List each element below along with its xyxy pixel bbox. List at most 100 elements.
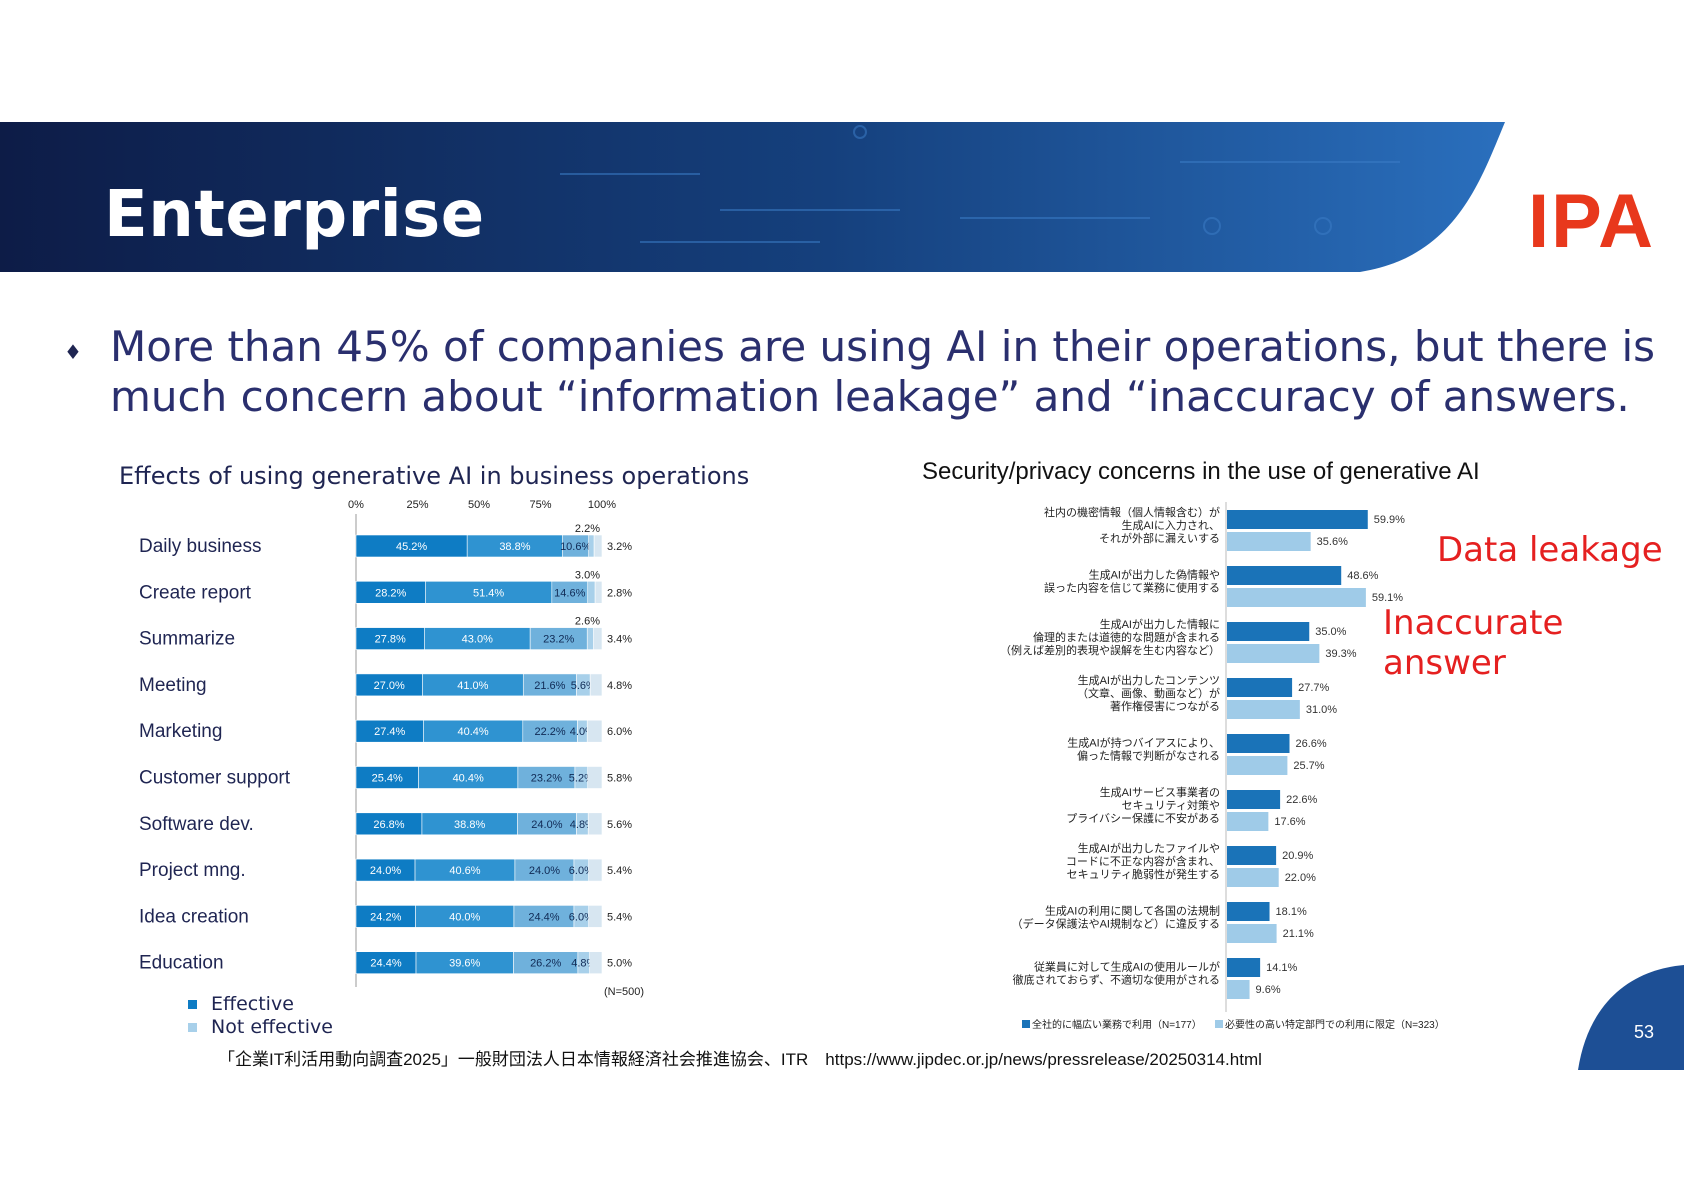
category-label-line: 生成AIサービス事業者の (1100, 785, 1220, 799)
bar (1227, 902, 1270, 921)
page-number: 53 (1634, 1022, 1655, 1042)
bar-value-label: 17.6% (1274, 816, 1305, 828)
bar-value-label: 35.0% (1315, 626, 1346, 638)
segment-value-label: 41.0% (457, 680, 488, 692)
bar-value-label: 14.1% (1266, 962, 1297, 974)
segment-value-label: 27.4% (374, 726, 405, 738)
category-label-line: 生成AIの利用に関して各国の法規制 (1045, 904, 1220, 918)
category-label-line: 生成AIが出力した情報に (1100, 617, 1220, 631)
bar (1227, 846, 1277, 865)
bar (1227, 510, 1368, 529)
bar-segment (586, 627, 594, 650)
category-label-line: 生成AIに入力され、 (1121, 518, 1220, 532)
bar (1227, 958, 1261, 977)
bar-segment (588, 905, 603, 928)
source-citation: 「企業IT利活用動向調査2025」一般財団法人日本情報経済社会推進協会、ITR … (218, 1050, 1262, 1069)
header-banner (0, 122, 1505, 272)
segment-value-label: 39.6% (449, 958, 480, 970)
bar-value-label: 22.6% (1286, 794, 1317, 806)
segment-value-label: 40.4% (457, 726, 488, 738)
segment-value-label: 24.0% (370, 865, 401, 877)
bar-segment (593, 534, 603, 558)
legend-not-effective: Not effective (211, 1016, 333, 1038)
left-chart-title: Effects of using generative AI in busine… (119, 462, 750, 490)
bar-segment (587, 812, 603, 836)
segment-value-label: 40.4% (453, 773, 484, 785)
category-label: Project mng. (139, 860, 246, 881)
category-label: Meeting (139, 675, 207, 696)
bar-value-label: 59.1% (1372, 592, 1403, 604)
category-label-line: 従業員に対して生成AIの使用ルールが (1034, 960, 1220, 974)
segment-value-label: 5.0% (607, 958, 632, 970)
category-label: Software dev. (139, 814, 254, 835)
legend-swatch (1022, 1020, 1030, 1028)
x-tick-label: 50% (468, 499, 490, 511)
category-label-line: 徹底されておらず、不適切な使用がされる (1013, 973, 1220, 987)
segment-value-label: 6.0% (607, 726, 632, 738)
segment-value-label: 10.6% (560, 541, 591, 553)
legend-swatch-not-effective (188, 1023, 197, 1032)
bar-value-label: 22.0% (1285, 872, 1316, 884)
bar (1227, 868, 1279, 887)
bar-segment (587, 581, 596, 604)
x-tick-label: 25% (406, 499, 428, 511)
bar-segment (593, 627, 603, 650)
category-label-line: 社内の機密情報（個人情報含む）が (1044, 505, 1220, 519)
segment-value-label: 3.2% (607, 541, 632, 553)
category-label: Idea creation (139, 906, 249, 927)
bar (1227, 532, 1311, 551)
category-label-line: 著作権侵害につながる (1110, 699, 1220, 713)
category-label-line: 生成AIが出力したコンテンツ (1078, 673, 1220, 687)
category-label: Create report (139, 582, 252, 603)
category-label: Customer support (139, 768, 291, 789)
category-label: Summarize (139, 629, 235, 650)
left-stacked-bar-chart: 0% 25% 50% 75% 100% Daily business 45.2% 38.8% 1… (139, 499, 644, 998)
category-label-line: （文章、画像、動画など）が (1077, 686, 1220, 700)
bar-value-label: 48.6% (1347, 570, 1378, 582)
segment-value-label: 3.4% (607, 634, 632, 646)
bar-segment (589, 673, 603, 697)
bar (1227, 588, 1366, 607)
legend-swatch-effective (188, 1000, 197, 1009)
segment-value-label: 14.6% (554, 587, 585, 599)
category-label: Education (139, 953, 224, 974)
category-label-line: 生成AIが出力した偽情報や (1089, 568, 1220, 582)
segment-value-label: 51.4% (473, 587, 504, 599)
segment-value-label: 40.6% (449, 865, 480, 877)
page-title: Enterprise (104, 178, 485, 252)
segment-value-label: 23.2% (531, 773, 562, 785)
bar (1227, 678, 1293, 697)
bar-value-label: 59.9% (1374, 514, 1405, 526)
bullet-diamond-icon: ♦ (64, 340, 82, 364)
legend-label: 全社的に幅広い業務で利用（N=177） (1032, 1018, 1202, 1030)
segment-value-label: 28.2% (375, 587, 406, 599)
bar (1227, 790, 1281, 809)
legend-swatch (1215, 1020, 1223, 1028)
bar (1227, 734, 1290, 753)
segment-value-label: 6.0% (569, 865, 594, 877)
bar (1227, 566, 1342, 585)
segment-value-label: 40.0% (449, 911, 480, 923)
bar-value-label: 39.3% (1325, 648, 1356, 660)
category-label-line: それが外部に漏えいする (1099, 531, 1220, 545)
category-label-line: （データ保護法やAI規制など）に違反する (1012, 917, 1220, 931)
segment-value-label: 23.2% (543, 634, 574, 646)
bar-value-label: 31.0% (1306, 704, 1337, 716)
segment-value-label: 24.0% (529, 865, 560, 877)
category-label-line: セキュリティ対策や (1122, 798, 1220, 812)
segment-value-label: 2.6% (575, 616, 600, 628)
x-tick-label: 75% (529, 499, 551, 511)
segment-value-label: 24.2% (370, 911, 401, 923)
category-label-line: セキュリティ脆弱性が発生する (1067, 867, 1220, 881)
segment-value-label: 6.0% (569, 911, 594, 923)
category-label-line: 倫理的または道徳的な問題が含まれる (1033, 630, 1220, 644)
bar-segment (594, 581, 603, 604)
segment-value-label: 21.6% (534, 680, 565, 692)
category-label: Daily business (139, 536, 262, 557)
segment-value-label: 26.2% (530, 958, 561, 970)
segment-value-label: 5.8% (607, 773, 632, 785)
category-label-line: 生成AIが出力したファイルや (1078, 841, 1220, 855)
bar (1227, 622, 1310, 641)
bar-value-label: 18.1% (1276, 906, 1307, 918)
